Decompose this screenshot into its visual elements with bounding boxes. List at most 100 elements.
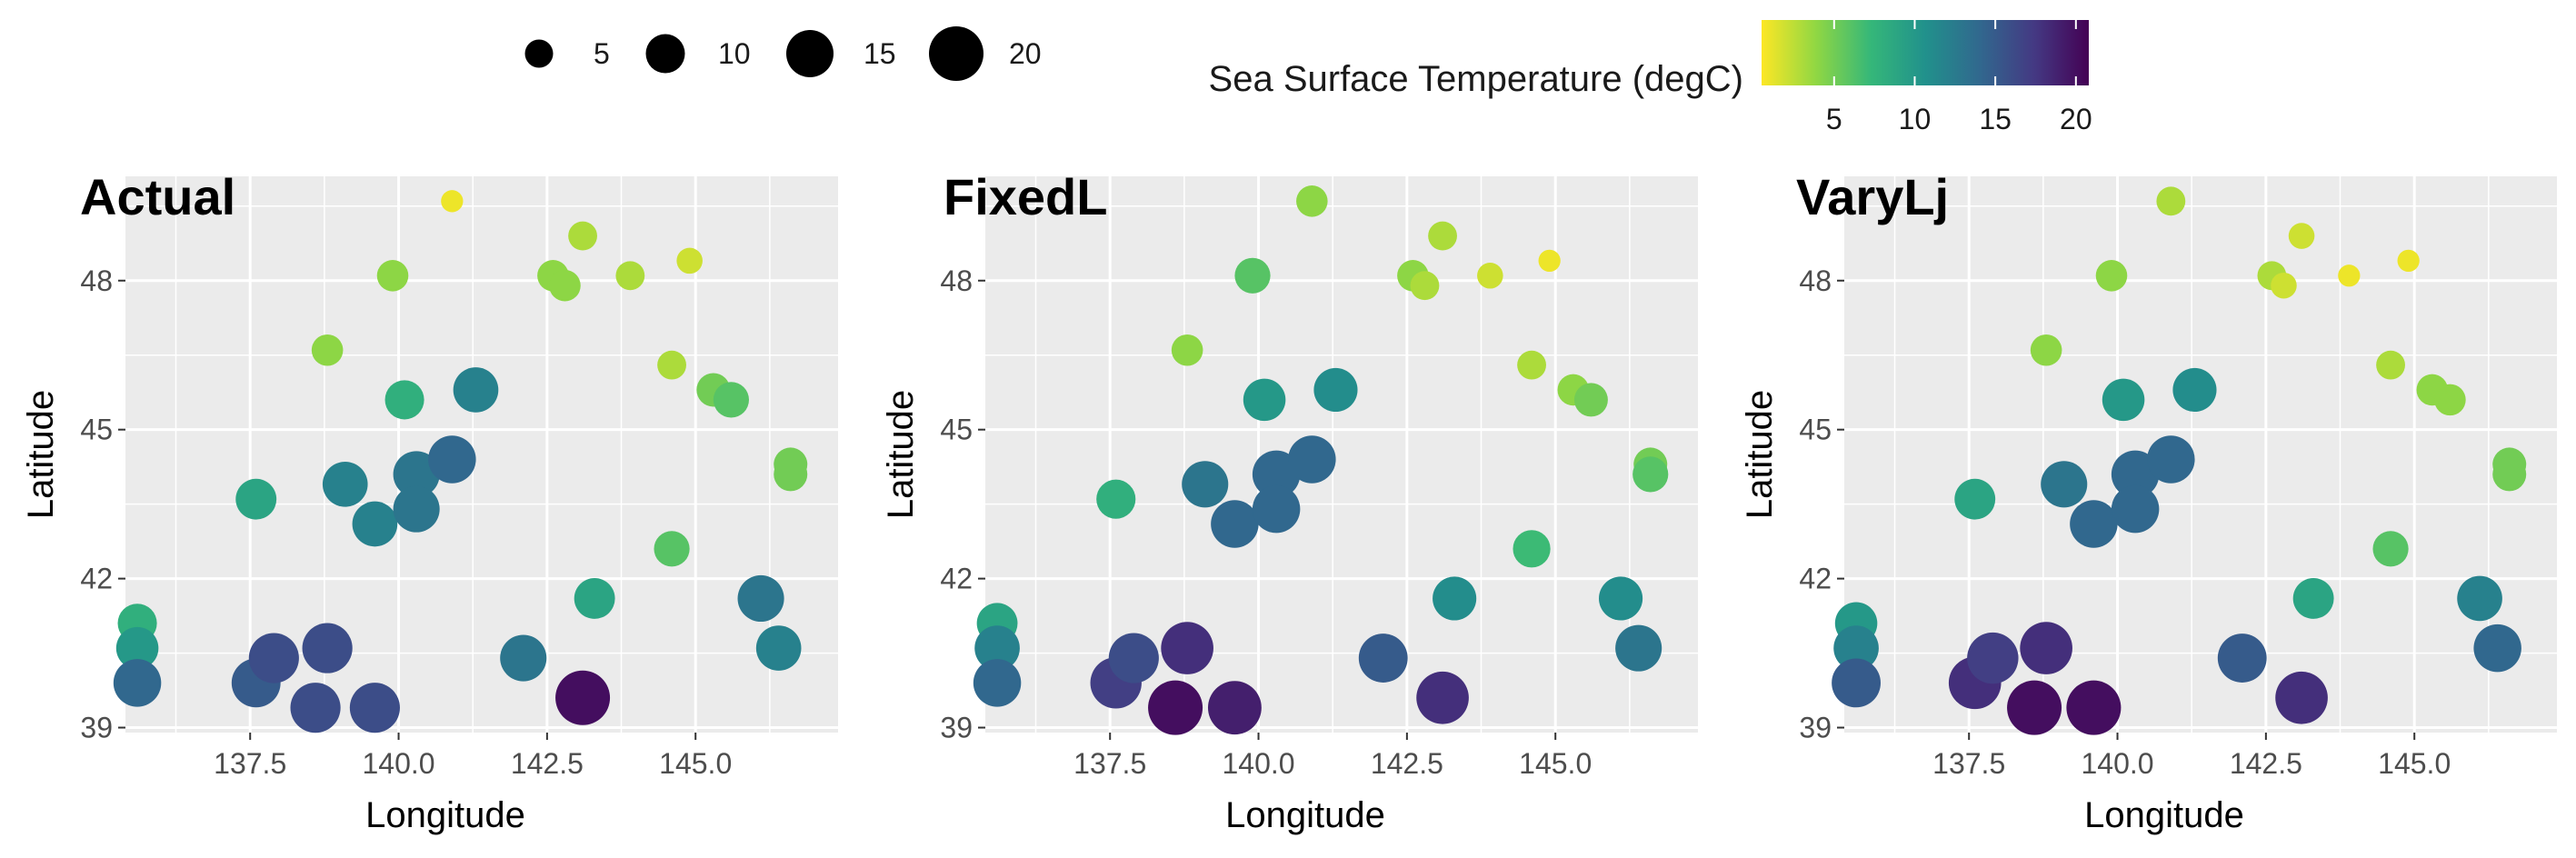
data-point (568, 221, 597, 251)
data-point (1513, 530, 1551, 568)
size-legend: 5 10 15 20 (524, 26, 1042, 81)
data-point (1410, 271, 1440, 301)
points (1832, 186, 2527, 735)
x-tick-label: 145.0 (1519, 747, 1592, 780)
x-tick-label: 140.0 (2081, 747, 2153, 780)
x-tick-label: 142.5 (1371, 747, 1443, 780)
data-point (2457, 575, 2502, 622)
plot-background (985, 176, 1698, 733)
data-point (113, 659, 162, 707)
points (973, 185, 1669, 735)
data-point (2007, 680, 2062, 735)
y-tick-label: 42 (940, 563, 973, 595)
data-point (973, 659, 1022, 707)
data-point (2111, 450, 2160, 499)
data-point (2397, 249, 2420, 273)
size-legend-key-10 (645, 34, 685, 74)
plot-background (1844, 176, 2557, 733)
panels: 137.5 140.0 142.5 145.0 39 42 45 48 Longitude Lat… (21, 168, 2557, 835)
colorbar-tick-label: 15 (1979, 103, 2012, 135)
data-point (713, 382, 749, 418)
x-tick-label: 145.0 (659, 747, 732, 780)
data-point (676, 247, 703, 274)
data-point (1096, 479, 1136, 519)
data-point (1428, 221, 1457, 251)
color-legend: Sea Surface Temperature (degC) 5 10 15 20 (1209, 20, 2092, 135)
data-point (974, 625, 1020, 671)
size-legend-label-20: 20 (1009, 37, 1042, 70)
data-point (428, 435, 476, 484)
data-point (1967, 632, 2019, 684)
data-point (774, 457, 808, 492)
data-point (322, 461, 368, 507)
data-point (500, 634, 547, 682)
y-axis-label: Latitude (881, 390, 921, 519)
data-point (2030, 334, 2062, 366)
data-point (2271, 272, 2297, 299)
data-point (1416, 671, 1469, 724)
data-point (2288, 223, 2315, 249)
data-point (393, 485, 440, 533)
data-point (376, 259, 409, 292)
data-point (235, 478, 277, 520)
data-point (657, 350, 686, 380)
data-point (1252, 484, 1301, 534)
data-point (1234, 257, 1271, 294)
data-point (2095, 259, 2128, 292)
data-point (2070, 500, 2118, 548)
y-tick-label: 45 (1799, 414, 1832, 446)
y-tick-label: 45 (940, 414, 973, 446)
panel-title: FixedL (944, 168, 1107, 225)
data-point (574, 578, 615, 619)
data-point (1954, 478, 1996, 520)
data-point (2492, 457, 2527, 492)
size-legend-key-20 (929, 26, 983, 81)
data-point (2172, 367, 2217, 413)
y-axis-label: Latitude (1740, 390, 1780, 519)
panel-title: Actual (80, 168, 235, 225)
y-tick-label: 39 (1799, 712, 1832, 744)
data-point (2292, 578, 2334, 619)
data-point (1211, 500, 1259, 548)
data-point (2020, 622, 2072, 674)
x-axis-label: Longitude (1225, 795, 1385, 835)
data-point (615, 261, 645, 291)
data-point (1632, 456, 1669, 493)
x-tick-label: 140.0 (1222, 747, 1294, 780)
data-point (1252, 450, 1301, 499)
color-legend-title: Sea Surface Temperature (degC) (1209, 59, 1743, 99)
data-point (2066, 680, 2122, 735)
colorbar-ticks: 5 10 15 20 (1826, 20, 2092, 135)
colorbar (1762, 20, 2089, 85)
data-point (115, 626, 159, 670)
data-point (2041, 461, 2088, 508)
data-point (2217, 634, 2267, 683)
data-point (2102, 378, 2145, 422)
y-tick-label: 48 (1799, 264, 1832, 297)
data-point (755, 625, 802, 671)
data-point (2275, 671, 2328, 724)
data-point (349, 683, 400, 733)
data-point (1615, 624, 1662, 672)
panel-fixedl: 137.5 140.0 142.5 145.0 39 42 45 48 Longitude Lat… (881, 168, 1698, 835)
x-axis-label: Longitude (2084, 795, 2244, 835)
x-axis-label: Longitude (365, 795, 525, 835)
data-point (1833, 625, 1879, 671)
size-legend-label-5: 5 (594, 37, 610, 70)
y-tick-label: 42 (80, 563, 113, 595)
data-point (1296, 185, 1328, 217)
panel-actual: 137.5 140.0 142.5 145.0 39 42 45 48 Longitude Lat… (21, 168, 838, 835)
panel-title: VaryLj (1796, 168, 1949, 225)
size-legend-key-15 (786, 30, 834, 77)
points (113, 190, 808, 733)
y-axis-label: Latitude (21, 390, 61, 519)
y-tick-label: 45 (80, 414, 113, 446)
data-point (302, 623, 353, 673)
data-point (555, 670, 611, 725)
data-point (1538, 249, 1561, 273)
data-point (248, 633, 299, 683)
colorbar-tick-label: 5 (1826, 103, 1842, 135)
size-legend-label-15: 15 (864, 37, 896, 70)
y-tick-label: 48 (940, 264, 973, 297)
data-point (1573, 383, 1608, 417)
